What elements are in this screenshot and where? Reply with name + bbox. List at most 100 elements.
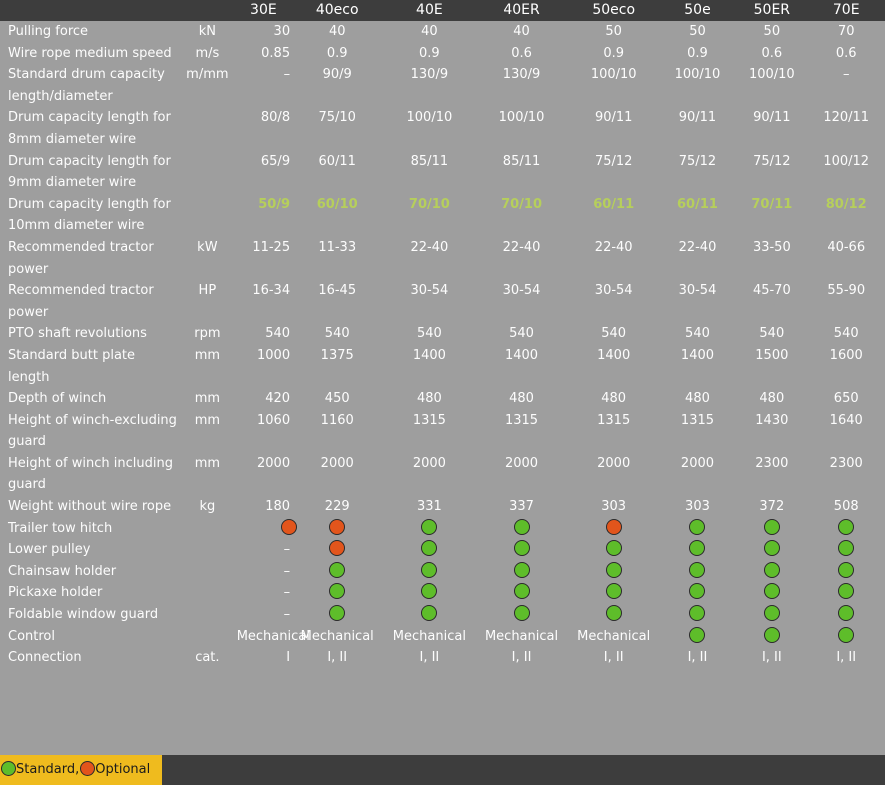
feature-cell [736,604,807,626]
standard-dot-icon [763,561,780,578]
standard-dot-icon [421,518,438,535]
table-row: Foldable window guard – [0,604,885,626]
legend-standard-label: Standard, [16,762,80,777]
feature-cell [474,582,568,604]
header-blank [178,0,237,21]
feature-cell [384,518,474,540]
value-cell: I, II [327,650,348,666]
row-unit [178,604,237,626]
value-cell: 30-54 [594,283,633,299]
optional-dot-icon [80,761,96,776]
value-cell: 480 [685,391,710,407]
feature-cell [290,539,384,561]
row-label: Lower pulley [8,542,91,558]
value-cell: – [283,585,291,601]
value-cell: 2300 [829,455,863,471]
table-row: Weight without wire rope kg 180 229 331 337 30… [0,496,885,518]
value-cell: 130/9 [410,67,449,83]
standard-dot-icon [689,626,706,643]
value-cell: 540 [601,326,627,342]
standard-dot-icon [421,561,438,578]
value-cell: 1060 [257,412,291,428]
value-cell: 1600 [829,347,863,363]
value-cell: 11-33 [318,239,357,255]
value-cell: 303 [685,499,710,515]
value-cell: 540 [759,326,785,342]
table-row: Lower pulley – [0,539,885,561]
value-cell: 1400 [504,347,539,363]
feature-cell [290,561,384,583]
row-unit: mm [194,391,221,407]
feature-cell [474,539,568,561]
value-cell: 2000 [597,455,631,471]
row-label: Connection [8,650,82,666]
table-row: PTO shaft revolutions rpm 540 540 540 540 540 5… [0,323,885,345]
table-row: Control Mechanical Mechanical Mechanical Mec… [0,626,885,648]
value-cell: 650 [833,391,859,407]
value-cell: 0.9 [326,45,348,61]
value-cell: 70/10 [408,196,450,212]
row-unit: kN [198,24,216,39]
feature-cell [659,582,737,604]
feature-cell [659,604,737,626]
row-label: Pickaxe holder [8,585,103,601]
row-label: Drum capacity length for 8mm diameter wi… [8,110,171,147]
feature-cell [474,518,568,540]
value-cell: 180 [265,499,291,515]
standard-dot-icon [513,583,530,600]
standard-dot-icon [689,605,706,622]
feature-cell [807,582,885,604]
feature-cell [290,582,384,604]
value-cell: 90/9 [322,67,352,83]
row-unit [178,194,237,237]
standard-dot-icon [838,518,855,535]
value-cell: – [842,67,850,83]
value-cell: 85/11 [502,153,541,169]
value-cell: 480 [509,391,534,407]
standard-dot-icon [513,540,530,557]
standard-dot-icon [513,605,530,622]
standard-dot-icon [421,605,438,622]
value-cell: 540 [833,326,859,342]
row-label: Trailer tow hitch [8,520,113,536]
row-label: Recommended tractor power [8,239,154,277]
value-cell: 45-70 [752,283,791,299]
value-cell: 33-50 [752,239,791,255]
feature-cell [807,604,885,626]
value-cell: I, II [511,650,532,666]
feature-cell [384,561,474,583]
table-row: Pickaxe holder – [0,582,885,604]
value-cell: 75/12 [678,153,717,169]
row-label: Wire rope medium speed [8,45,172,61]
feature-cell [736,582,807,604]
table-row: Standard butt plate length mm 1000 1375 1400… [0,345,885,388]
value-cell: 1160 [320,412,354,428]
value-cell: 2000 [680,455,715,471]
value-cell: 480 [601,391,627,407]
value-cell: 1315 [412,412,446,428]
table-row: Height of winch including guard mm 2000 200… [0,453,885,496]
value-cell: 0.6 [835,45,857,61]
value-cell: 22-40 [410,239,449,255]
feature-cell [736,518,807,540]
value-cell: 120/11 [823,110,870,126]
value-cell: 90/11 [753,110,791,126]
row-unit: rpm [194,326,221,342]
value-cell: 75/12 [594,153,633,169]
value-cell: 90/11 [594,110,633,126]
standard-dot-icon [838,605,855,622]
standard-dot-icon [513,561,530,578]
value-cell: 16-45 [318,283,357,299]
row-unit: mm [194,347,221,363]
value-cell: 100/12 [823,153,870,169]
value-cell: 2000 [504,455,539,471]
value-cell: 1640 [829,412,863,428]
standard-dot-icon [689,540,706,557]
value-cell: 1400 [412,347,446,363]
row-label: Chainsaw holder [8,563,117,579]
row-label: Foldable window guard [8,607,159,623]
value-cell: 540 [416,326,442,342]
row-label: Standard butt plate length [8,347,136,385]
standard-dot-icon [329,583,346,600]
value-cell: 30-54 [410,283,449,299]
